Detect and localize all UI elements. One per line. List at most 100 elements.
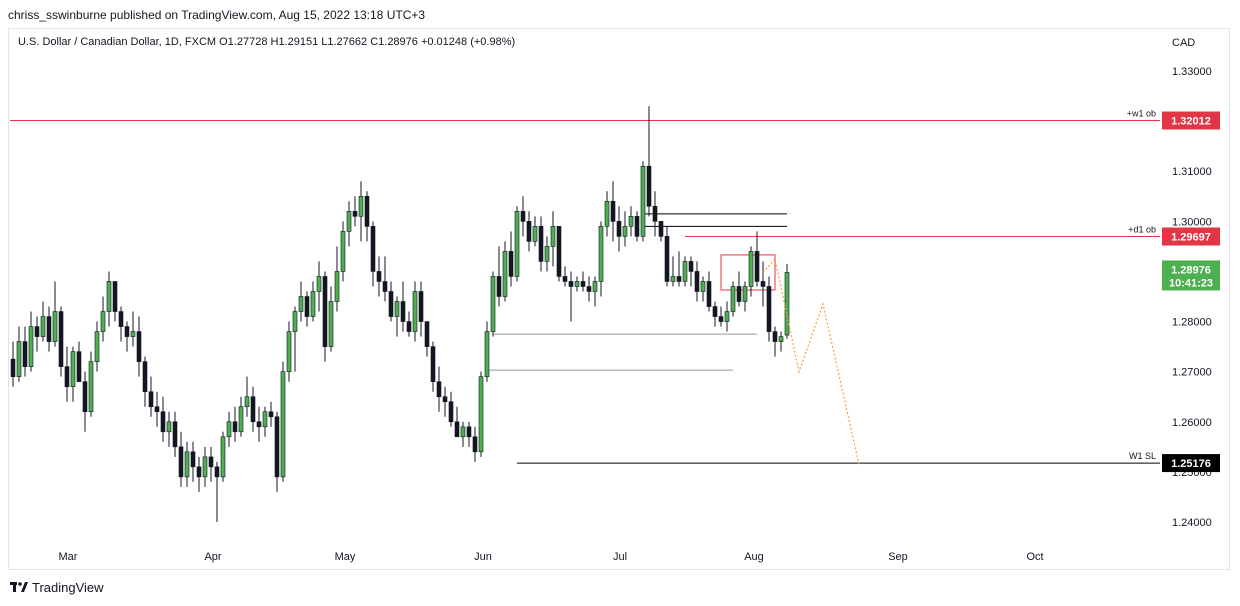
x-tick-label: Sep — [888, 551, 908, 563]
x-tick-label: Jun — [474, 551, 492, 563]
footer-brand[interactable]: TradingView — [10, 580, 104, 595]
candle — [76, 341, 82, 382]
level-price-text: 1.29697 — [1171, 232, 1211, 244]
candle-body — [460, 426, 466, 438]
candle-body — [352, 211, 358, 217]
annotation-layer: +w1 ob +d1 ob W1 SL — [10, 109, 1160, 464]
y-tick-label: 1.24000 — [1172, 517, 1212, 529]
candle-body — [370, 226, 376, 272]
candle-body — [550, 226, 556, 247]
candle-body — [220, 436, 226, 478]
candle — [370, 221, 376, 287]
candle-body — [556, 226, 562, 277]
candle — [640, 161, 646, 242]
candle-body — [190, 451, 196, 468]
candle — [694, 261, 700, 302]
candle — [208, 446, 214, 482]
candle — [148, 376, 154, 417]
candle — [70, 346, 76, 402]
candle — [760, 261, 766, 307]
candle-body — [136, 331, 142, 362]
level-price-tag — [1162, 227, 1220, 246]
candle — [334, 246, 340, 312]
candle-body — [652, 206, 658, 222]
candle — [490, 271, 496, 337]
projection-layer — [762, 257, 860, 465]
candle — [130, 311, 136, 347]
y-tick-label: 1.31000 — [1172, 166, 1212, 178]
candle — [574, 276, 580, 292]
candle-body — [772, 331, 778, 342]
level-price-text: 1.32012 — [1171, 116, 1211, 128]
candle — [502, 241, 508, 302]
candle-body — [16, 341, 22, 377]
candle-body — [40, 316, 46, 337]
last-price-value: 1.28976 — [1171, 264, 1211, 276]
candle — [250, 386, 256, 432]
candle-body — [10, 358, 16, 377]
candle — [40, 301, 46, 342]
candle-body — [46, 316, 52, 342]
candle — [88, 351, 94, 417]
candle — [664, 226, 670, 287]
candle-body — [250, 396, 256, 423]
candle — [688, 256, 694, 287]
candle — [436, 366, 442, 412]
candle-body — [592, 281, 598, 292]
candle-body — [712, 306, 718, 317]
candle-body — [496, 276, 502, 297]
x-tick-label: Oct — [1026, 551, 1043, 563]
candle-body — [754, 251, 760, 282]
candle-body — [490, 276, 496, 332]
candle-body — [604, 200, 610, 227]
candle-body — [274, 416, 280, 478]
candle-body — [208, 456, 214, 468]
candle — [706, 271, 712, 312]
candle — [754, 231, 760, 287]
candle-body — [376, 271, 382, 282]
candle — [406, 311, 412, 337]
candle-body — [784, 272, 790, 336]
candle-body — [442, 396, 448, 403]
candle — [10, 341, 16, 387]
candle-body — [760, 281, 766, 287]
candle — [124, 321, 130, 352]
footer-brand-label: TradingView — [32, 580, 104, 595]
candle-body — [232, 421, 238, 433]
candle-body — [196, 466, 202, 478]
candle — [16, 326, 22, 382]
candle — [298, 281, 304, 322]
candle — [580, 271, 586, 292]
y-tick-label: 1.28000 — [1172, 317, 1212, 329]
candle-body — [472, 436, 478, 453]
candle-body — [574, 281, 580, 287]
candle — [568, 271, 574, 322]
candle-body — [286, 331, 292, 372]
candle — [166, 411, 172, 447]
candle-body — [130, 331, 136, 337]
candle — [520, 196, 526, 237]
candle — [316, 261, 322, 312]
candle-body — [340, 231, 346, 272]
candle — [616, 206, 622, 252]
candle — [412, 281, 418, 342]
candle — [280, 361, 286, 482]
candle-body — [184, 451, 190, 478]
candle-body — [346, 211, 352, 232]
candle — [304, 291, 310, 327]
candle-body — [394, 301, 400, 317]
candle-body — [52, 311, 58, 342]
candle-body — [532, 226, 538, 242]
x-tick-label: Apr — [204, 551, 221, 563]
candle-body — [202, 456, 208, 478]
candle-body — [586, 286, 592, 292]
candle-body — [406, 321, 412, 332]
level-price-tag — [1162, 111, 1220, 130]
candle-body — [94, 331, 100, 362]
chart-frame — [8, 28, 1230, 570]
candle-body — [568, 281, 574, 287]
candle-body — [382, 281, 388, 292]
candle-body — [742, 286, 748, 302]
candle-body — [358, 195, 364, 217]
